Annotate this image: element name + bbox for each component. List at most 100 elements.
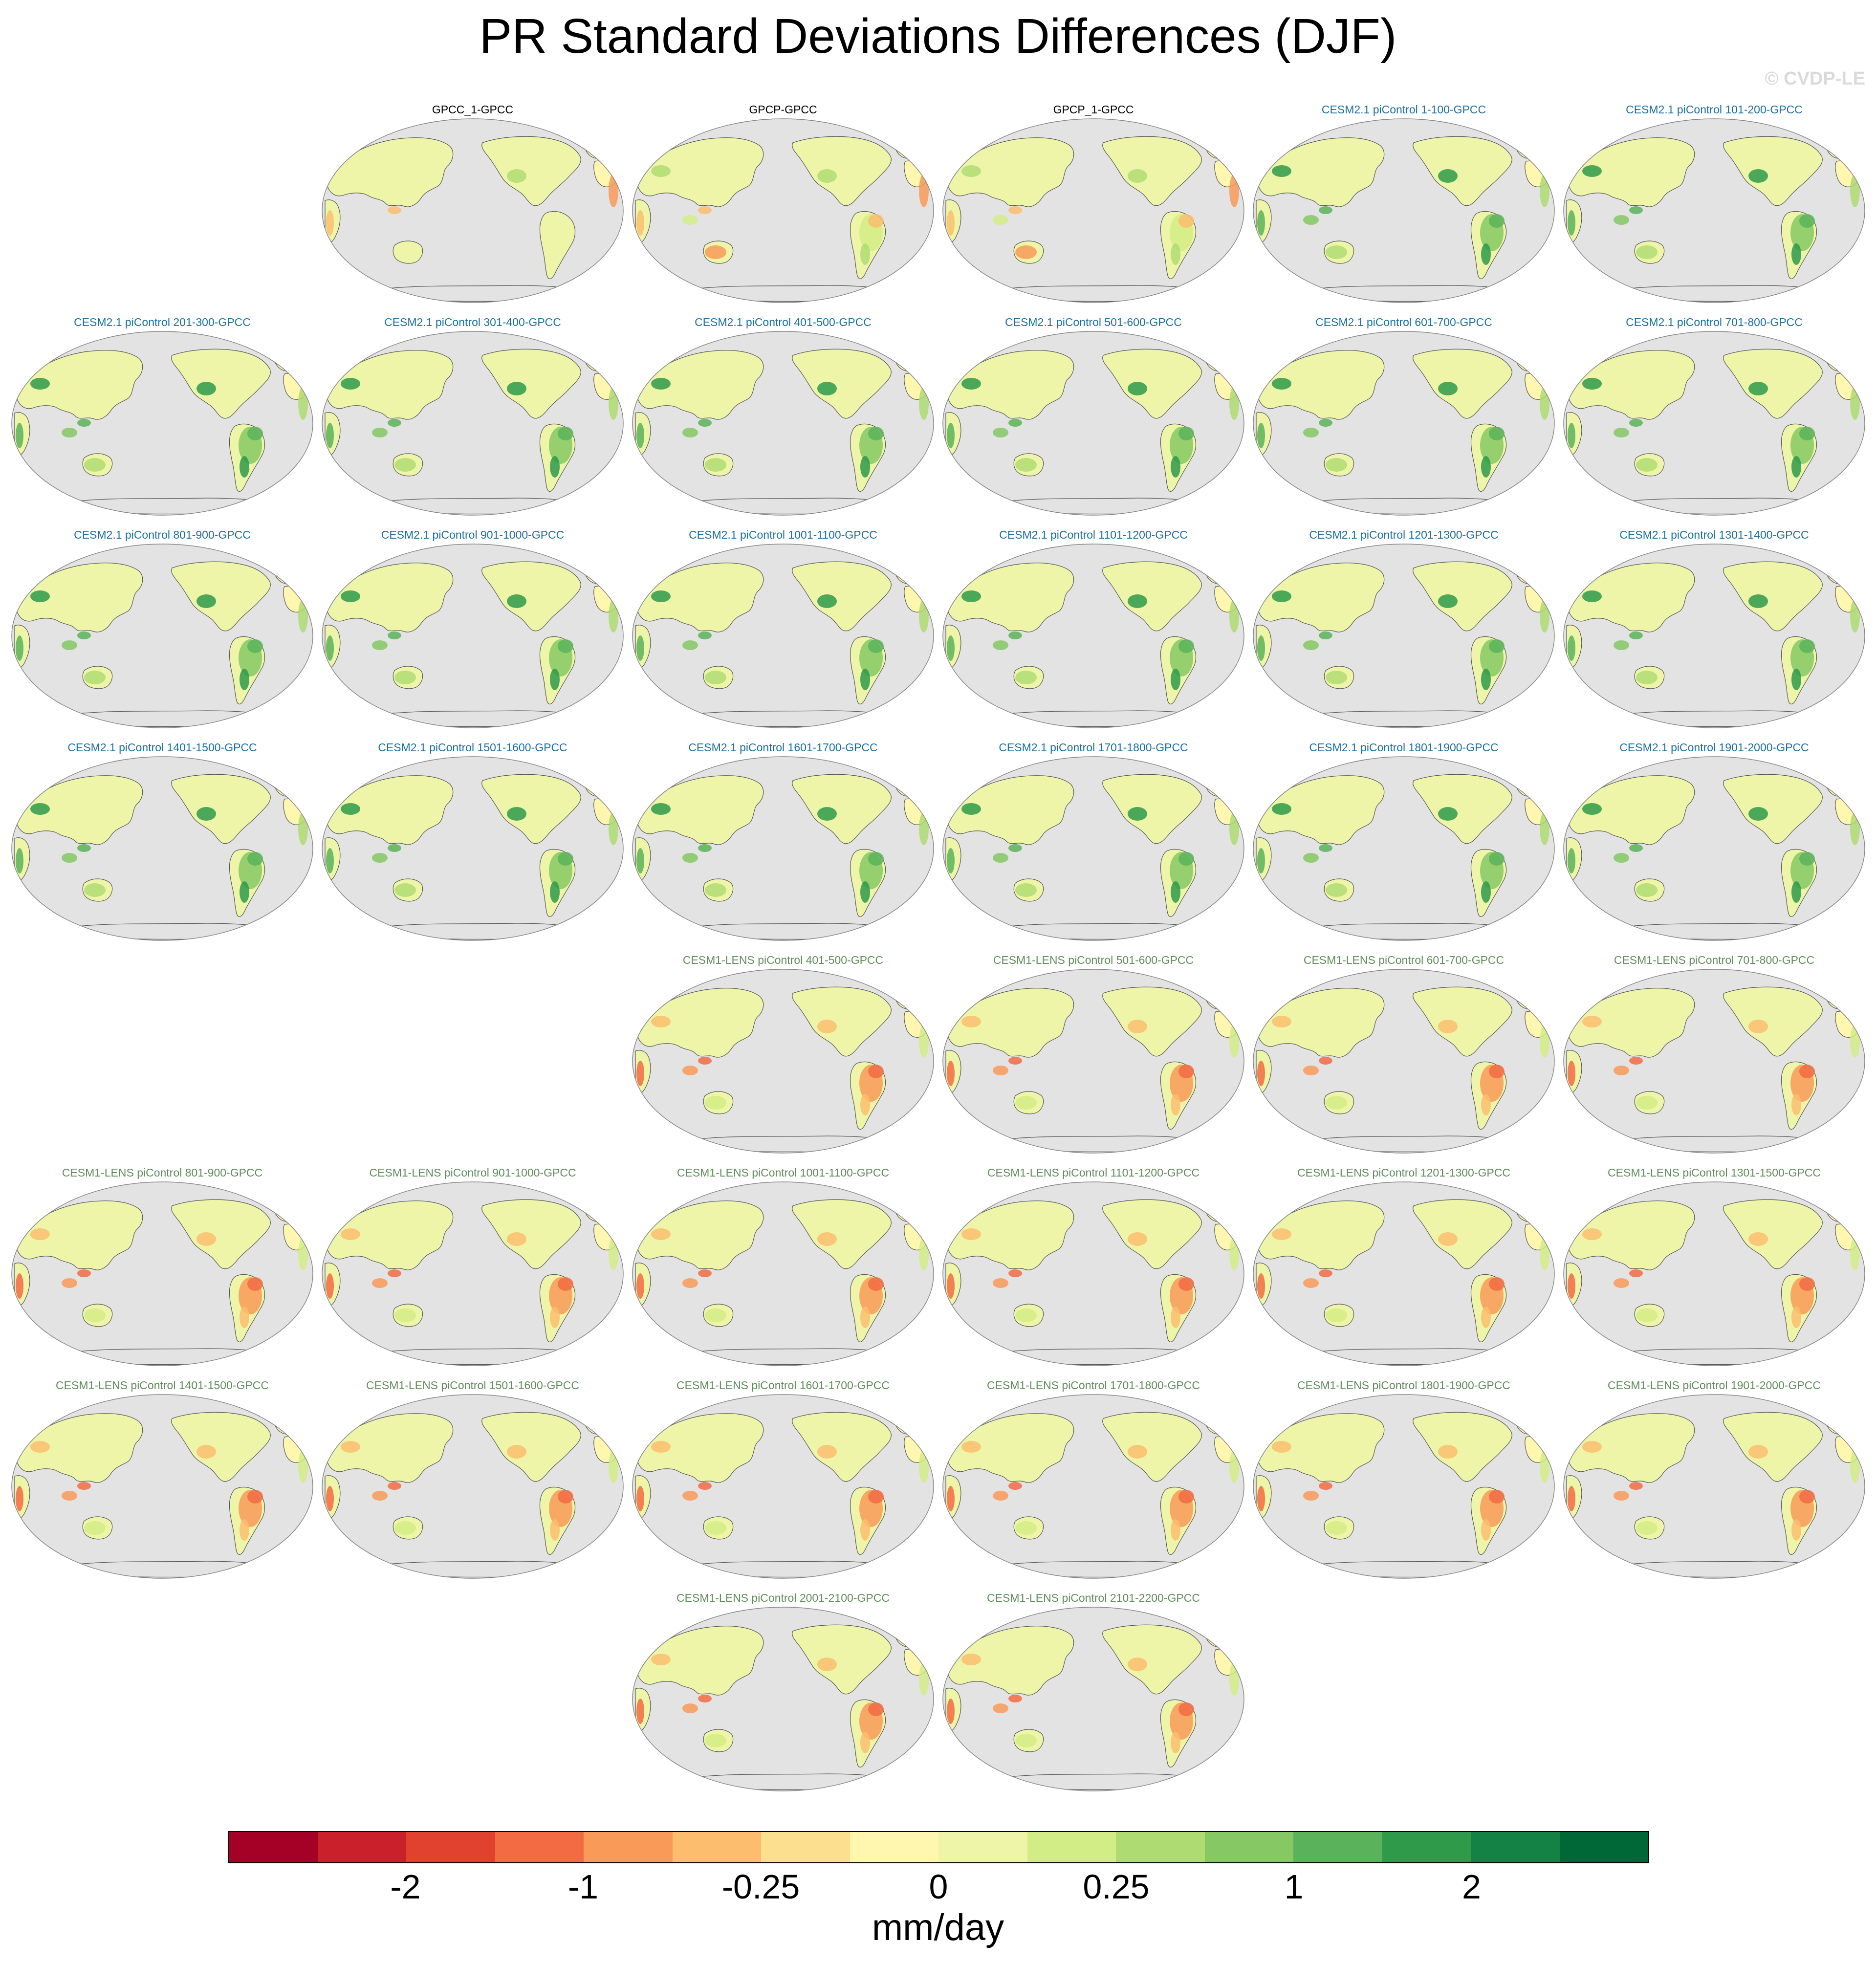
anomaly-patch [1303, 1491, 1319, 1501]
anomaly-patch [860, 1094, 870, 1115]
continent-eurasia [15, 1200, 143, 1270]
anomaly-patch [1614, 428, 1629, 437]
ocean-background [633, 544, 934, 728]
anomaly-patch [1799, 639, 1815, 653]
anomaly-patch [705, 245, 726, 259]
continent-namerica [792, 561, 892, 632]
anomaly-patch [919, 1237, 929, 1270]
continent-namerica [1102, 136, 1202, 206]
world-map [942, 969, 1244, 1154]
ocean-background [1253, 1182, 1554, 1366]
anomaly-patch [550, 881, 560, 903]
anomaly-patch [817, 169, 837, 183]
continent-eurasia [946, 1200, 1074, 1270]
anomaly-patch [1850, 174, 1860, 207]
anomaly-patch [1629, 844, 1643, 852]
anomaly-patch [682, 215, 698, 225]
map-border [632, 118, 934, 303]
anomaly-patch [247, 639, 263, 653]
continent-namerica [171, 774, 271, 844]
anomaly-patch [636, 848, 644, 873]
continent-eurasia [326, 137, 454, 207]
anomaly-patch [84, 458, 106, 472]
anomaly-patch [698, 1269, 712, 1277]
map-panel: GPCP_1-GPCC [940, 103, 1247, 308]
map-border [942, 756, 1244, 941]
anomaly-patch [1568, 210, 1575, 236]
colorbar-swatch [495, 1832, 584, 1862]
map-panel: CESM2.1 piControl 101-200-GPCC [1561, 103, 1868, 308]
anomaly-patch [247, 1277, 263, 1291]
anomaly-patch [507, 594, 526, 608]
map-border [11, 544, 313, 728]
continent-namerica [792, 774, 892, 844]
anomaly-patch [651, 378, 671, 390]
anomaly-patch [1319, 1482, 1332, 1490]
continent-namerica [1102, 1624, 1202, 1695]
anomaly-patch [1128, 1020, 1147, 1033]
continent-namerica [792, 349, 892, 419]
anomaly-patch [558, 1490, 573, 1504]
map-border [1253, 544, 1555, 728]
anomaly-patch [247, 1490, 263, 1504]
map-border [11, 331, 313, 516]
anomaly-patch [1326, 458, 1347, 472]
world-map [1563, 544, 1865, 728]
map-panel: CESM1-LENS piControl 1601-1700-GPCC [630, 1378, 937, 1584]
world-map [942, 118, 1244, 303]
map-panel: CESM1-LENS piControl 1501-1600-GPCC [319, 1378, 626, 1584]
map-border [322, 331, 624, 516]
map-panel: CESM2.1 piControl 1701-1800-GPCC [940, 741, 1247, 946]
anomaly-patch [1636, 671, 1658, 684]
anomaly-patch [1257, 848, 1265, 873]
anomaly-patch [1178, 1065, 1194, 1078]
anomaly-patch [961, 1016, 981, 1027]
anomaly-patch [1540, 1237, 1549, 1270]
anomaly-patch [1319, 1269, 1332, 1277]
anomaly-patch [1614, 215, 1629, 225]
anomaly-patch [1272, 165, 1291, 177]
ocean-background [1253, 969, 1554, 1153]
world-map [1563, 331, 1865, 516]
ocean-background [322, 331, 623, 515]
map-border [632, 756, 934, 941]
anomaly-patch [326, 1486, 334, 1511]
anomaly-patch [1748, 594, 1768, 608]
map-border [942, 1607, 1244, 1791]
map-border [942, 331, 1244, 516]
anomaly-patch [394, 883, 416, 897]
anomaly-patch [62, 853, 77, 863]
continent-namerica [792, 1199, 892, 1269]
map-panel: CESM2.1 piControl 701-800-GPCC [1561, 315, 1868, 521]
world-map [1253, 756, 1555, 941]
anomaly-patch [1178, 1277, 1194, 1291]
ocean-background [1564, 1182, 1865, 1366]
continent-namerica [1723, 561, 1823, 632]
anomaly-patch [507, 382, 526, 395]
anomaly-patch [1128, 1445, 1147, 1459]
anomaly-patch [860, 243, 870, 265]
anomaly-patch [1326, 1309, 1347, 1322]
anomaly-patch [1303, 215, 1319, 225]
anomaly-patch [388, 632, 401, 639]
map-border [1563, 1181, 1865, 1366]
anomaly-patch [1568, 1061, 1575, 1086]
continent-australia [393, 240, 423, 264]
anomaly-patch [1614, 1278, 1629, 1288]
ocean-background [633, 1607, 934, 1791]
anomaly-patch [1319, 206, 1332, 214]
anomaly-patch [1171, 881, 1180, 903]
map-panel-grid: GPCC_1-GPCC GPCP-GPCC GPCP_1-GPCC CESM2.1 p… [11, 103, 1868, 1796]
world-map [1253, 969, 1555, 1154]
ocean-background [633, 1182, 934, 1366]
anomaly-patch [919, 387, 929, 420]
world-map [632, 118, 934, 303]
anomaly-patch [77, 844, 91, 852]
map-panel: CESM1-LENS piControl 2101-2200-GPCC [940, 1591, 1247, 1796]
anomaly-patch [868, 1490, 884, 1504]
anomaly-patch [240, 881, 249, 903]
anomaly-patch [1178, 852, 1194, 866]
colorbar-swatch [317, 1832, 406, 1862]
anomaly-patch [636, 1486, 644, 1511]
anomaly-patch [860, 456, 870, 478]
